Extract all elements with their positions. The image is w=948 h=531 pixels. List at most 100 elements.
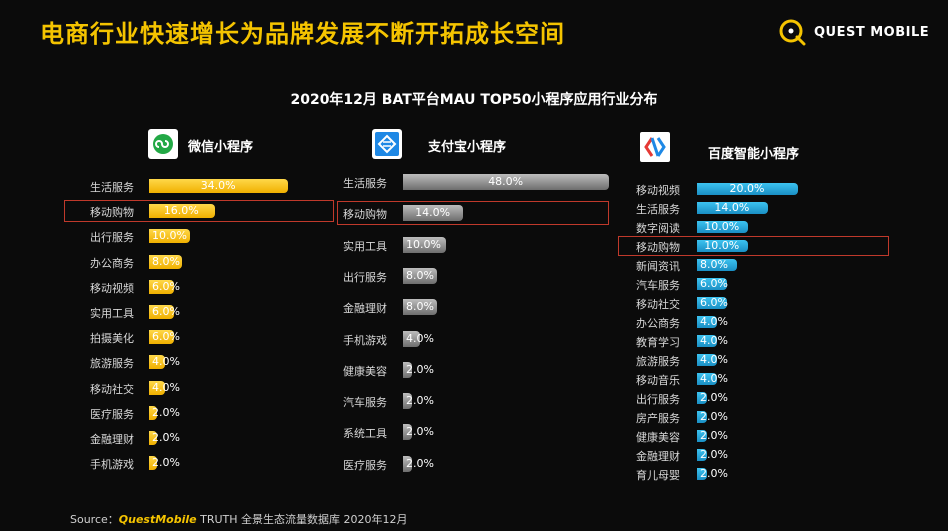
bar-wechat (149, 456, 158, 471)
bar-value-label: 6.0% (152, 330, 180, 344)
chart-title: 2020年12月 BAT平台MAU TOP50小程序应用行业分布 (290, 92, 658, 108)
bar-baidu (697, 373, 718, 385)
category-label: 育儿母婴 (636, 469, 680, 482)
category-label: 金融理财 (343, 302, 387, 316)
brand-logo: QUEST MOBILE (778, 18, 929, 46)
category-label: 移动视频 (90, 281, 134, 295)
category-label: 数字阅读 (636, 222, 680, 235)
bar-baidu (697, 392, 708, 404)
category-label: 出行服务 (636, 393, 680, 406)
bar-alipay (403, 393, 412, 410)
bar-value-label: 10.0% (704, 239, 740, 252)
bar-alipay (403, 267, 438, 284)
category-label: 移动社交 (636, 298, 680, 311)
bar-baidu (697, 316, 718, 328)
bar-alipay (403, 205, 464, 222)
panel-name-wechat: 微信小程序 (188, 140, 254, 155)
panel-name-baidu: 百度智能小程序 (708, 147, 800, 162)
bar-baidu (697, 221, 748, 233)
bar-value-label: 6.0% (152, 305, 180, 318)
bar-value-label: 2.0% (406, 425, 434, 439)
source-brand: QuestMobile (118, 513, 197, 526)
category-label: 移动社交 (90, 382, 134, 396)
source-note: Source：QuestMobile TRUTH 全景生态流量数据库 2020年… (70, 511, 408, 527)
bar-alipay (403, 455, 412, 472)
category-label: 汽车服务 (636, 279, 680, 292)
category-label: 汽车服务 (343, 396, 387, 410)
bar-baidu (697, 430, 708, 442)
bar-value-label: 2.0% (406, 362, 434, 376)
bar-wechat (149, 431, 158, 445)
bar-value-label: 8.0% (406, 300, 434, 314)
bar-baidu (697, 468, 708, 480)
bar-value-label: 2.0% (152, 405, 180, 419)
bar-value-label: 4.0% (700, 353, 728, 366)
panel-name-alipay: 支付宝小程序 (428, 140, 507, 155)
bar-baidu (697, 202, 768, 214)
bar-alipay (403, 299, 438, 316)
bar-wechat (149, 179, 289, 193)
bar-value-label: 4.0% (700, 334, 728, 347)
category-label: 手机游戏 (90, 458, 134, 472)
category-label: 医疗服务 (343, 458, 387, 472)
bar-value-label: 2.0% (700, 448, 728, 461)
category-label: 金融理财 (90, 433, 134, 446)
category-label: 房产服务 (636, 412, 680, 425)
category-label: 健康美容 (636, 431, 680, 444)
bar-value-label: 16.0% (163, 204, 199, 218)
category-label: 金融理财 (636, 450, 680, 463)
wechat-miniprogram-icon (148, 129, 178, 159)
bar-alipay (403, 330, 421, 347)
bar-value-label: 2.0% (152, 431, 180, 444)
bar-value-label: 4.0% (700, 372, 728, 385)
category-label: 旅游服务 (636, 355, 680, 368)
bar-value-label: 2.0% (406, 394, 434, 408)
bar-value-label: 4.0% (406, 331, 434, 345)
bar-value-label: 2.0% (700, 391, 728, 404)
bar-value-label: 10.0% (704, 220, 740, 233)
category-label: 系统工具 (343, 427, 387, 441)
bar-wechat (149, 305, 174, 319)
bar-alipay (403, 174, 610, 190)
bar-wechat (149, 380, 166, 395)
bar-value-label: 6.0% (700, 277, 728, 290)
bar-value-label: 4.0% (152, 380, 180, 394)
page-headline: 电商行业快速增长为品牌发展不断开拓成长空间 (40, 20, 565, 48)
category-label: 新闻资讯 (636, 260, 680, 273)
bar-value-label: 8.0% (700, 258, 728, 271)
bar-baidu (697, 354, 718, 366)
bar-value-label: 14.0% (714, 201, 750, 214)
bar-baidu (697, 278, 728, 290)
bar-value-label: 8.0% (152, 254, 180, 268)
bar-alipay (403, 361, 412, 378)
bar-baidu (697, 449, 708, 461)
bar-baidu (697, 297, 728, 309)
category-label: 实用工具 (343, 239, 387, 253)
category-label: 出行服务 (343, 270, 387, 284)
source-prefix: Source： (70, 513, 119, 526)
bar-value-label: 2.0% (700, 467, 728, 480)
category-label: 医疗服务 (90, 407, 134, 421)
logo-text: QUEST MOBILE (814, 24, 930, 40)
bar-value-label: 2.0% (406, 456, 434, 470)
highlight-box-alipay (337, 201, 609, 226)
bar-baidu (697, 259, 738, 271)
bar-value-label: 10.0% (152, 229, 187, 243)
bar-wechat (149, 279, 174, 294)
bar-alipay (403, 236, 446, 253)
bar-value-label: 2.0% (700, 410, 728, 423)
bar-baidu (697, 411, 708, 423)
category-label: 实用工具 (90, 307, 134, 320)
bar-wechat (149, 254, 182, 269)
bar-value-label: 14.0% (415, 206, 451, 220)
bar-alipay (403, 424, 412, 441)
highlight-box-baidu (618, 236, 889, 256)
category-label: 办公商务 (636, 317, 680, 330)
bar-value-label: 4.0% (152, 355, 180, 369)
bar-wechat (149, 204, 215, 219)
category-label: 旅游服务 (90, 357, 134, 371)
category-label: 教育学习 (636, 336, 680, 349)
bar-value-label: 2.0% (152, 456, 180, 470)
category-label: 手机游戏 (343, 333, 387, 347)
highlight-box-wechat (64, 200, 334, 223)
